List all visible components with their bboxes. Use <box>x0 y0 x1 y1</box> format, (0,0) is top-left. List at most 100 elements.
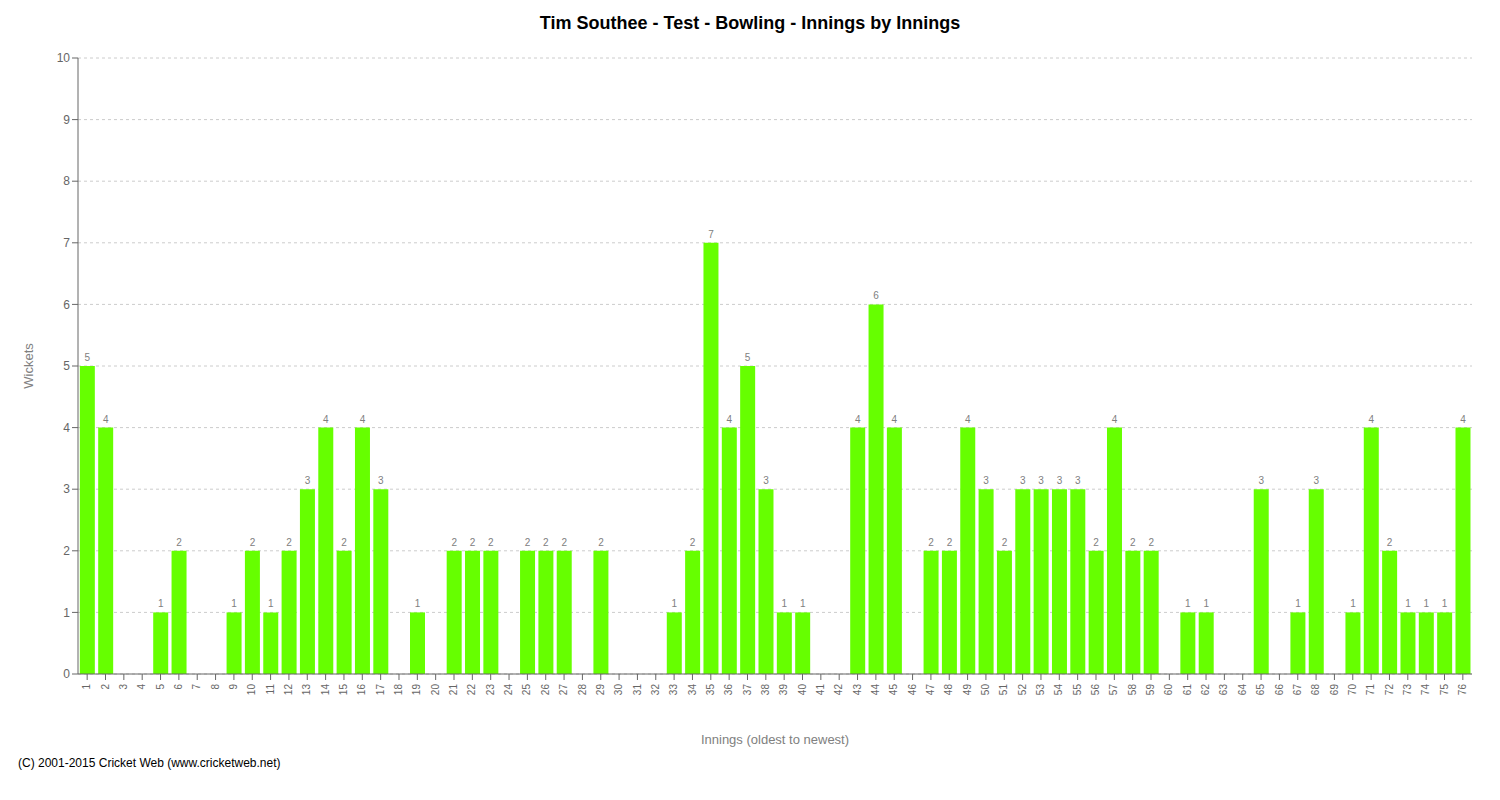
svg-text:4: 4 <box>1460 414 1466 425</box>
svg-text:72: 72 <box>1384 684 1395 696</box>
svg-text:3: 3 <box>1057 475 1063 486</box>
svg-text:23: 23 <box>485 684 496 696</box>
svg-text:3: 3 <box>1038 475 1044 486</box>
svg-text:57: 57 <box>1108 684 1119 696</box>
svg-text:2: 2 <box>176 537 182 548</box>
svg-text:1: 1 <box>1295 598 1301 609</box>
svg-text:16: 16 <box>356 684 367 696</box>
svg-text:3: 3 <box>1313 475 1319 486</box>
svg-text:3: 3 <box>983 475 989 486</box>
svg-text:64: 64 <box>1237 684 1248 696</box>
svg-text:1: 1 <box>231 598 237 609</box>
svg-text:74: 74 <box>1420 684 1431 696</box>
svg-text:36: 36 <box>723 684 734 696</box>
svg-text:1: 1 <box>1442 598 1448 609</box>
svg-text:4: 4 <box>103 414 109 425</box>
svg-text:Innings (oldest to newest): Innings (oldest to newest) <box>701 732 849 747</box>
svg-text:4: 4 <box>136 684 147 690</box>
svg-text:4: 4 <box>855 414 861 425</box>
svg-text:3: 3 <box>378 475 384 486</box>
svg-text:2: 2 <box>598 537 604 548</box>
svg-text:2: 2 <box>470 537 476 548</box>
svg-text:1: 1 <box>1424 598 1430 609</box>
svg-text:2: 2 <box>690 537 696 548</box>
svg-text:54: 54 <box>1053 684 1064 696</box>
svg-text:10: 10 <box>57 51 71 65</box>
svg-text:9: 9 <box>228 684 239 690</box>
svg-text:6: 6 <box>63 298 70 312</box>
svg-text:1: 1 <box>800 598 806 609</box>
svg-text:3: 3 <box>305 475 311 486</box>
svg-text:18: 18 <box>393 684 404 696</box>
svg-text:24: 24 <box>503 684 514 696</box>
svg-text:3: 3 <box>1258 475 1264 486</box>
svg-text:2: 2 <box>1387 537 1393 548</box>
svg-text:50: 50 <box>980 684 991 696</box>
svg-text:4: 4 <box>965 414 971 425</box>
svg-text:3: 3 <box>763 475 769 486</box>
svg-text:4: 4 <box>360 414 366 425</box>
svg-text:45: 45 <box>888 684 899 696</box>
svg-text:70: 70 <box>1347 684 1358 696</box>
svg-text:4: 4 <box>892 414 898 425</box>
svg-text:47: 47 <box>925 684 936 696</box>
svg-text:38: 38 <box>760 684 771 696</box>
svg-text:60: 60 <box>1163 684 1174 696</box>
svg-text:21: 21 <box>448 684 459 696</box>
svg-text:1: 1 <box>1203 598 1209 609</box>
svg-text:4: 4 <box>1112 414 1118 425</box>
svg-text:2: 2 <box>1148 537 1154 548</box>
svg-text:55: 55 <box>1072 684 1083 696</box>
svg-text:2: 2 <box>525 537 531 548</box>
svg-text:2: 2 <box>561 537 567 548</box>
svg-text:2: 2 <box>250 537 256 548</box>
svg-text:2: 2 <box>341 537 347 548</box>
svg-text:2: 2 <box>488 537 494 548</box>
svg-text:71: 71 <box>1365 684 1376 696</box>
svg-text:5: 5 <box>155 684 166 690</box>
svg-text:61: 61 <box>1182 684 1193 696</box>
svg-text:62: 62 <box>1200 684 1211 696</box>
svg-text:10: 10 <box>246 684 257 696</box>
svg-text:32: 32 <box>650 684 661 696</box>
svg-text:43: 43 <box>852 684 863 696</box>
svg-text:6: 6 <box>873 290 879 301</box>
svg-text:26: 26 <box>540 684 551 696</box>
svg-text:13: 13 <box>301 684 312 696</box>
svg-text:5: 5 <box>63 359 70 373</box>
svg-text:1: 1 <box>672 598 678 609</box>
svg-text:2: 2 <box>100 684 111 690</box>
svg-text:7: 7 <box>63 236 70 250</box>
svg-text:37: 37 <box>742 684 753 696</box>
svg-text:14: 14 <box>320 684 331 696</box>
svg-text:30: 30 <box>613 684 624 696</box>
svg-text:51: 51 <box>998 684 1009 696</box>
svg-text:6: 6 <box>173 684 184 690</box>
svg-text:2: 2 <box>928 537 934 548</box>
svg-text:44: 44 <box>870 684 881 696</box>
svg-text:2: 2 <box>286 537 292 548</box>
svg-text:31: 31 <box>632 684 643 696</box>
svg-text:75: 75 <box>1439 684 1450 696</box>
svg-text:68: 68 <box>1310 684 1321 696</box>
svg-text:29: 29 <box>595 684 606 696</box>
svg-text:3: 3 <box>1075 475 1081 486</box>
svg-text:12: 12 <box>283 684 294 696</box>
svg-text:2: 2 <box>543 537 549 548</box>
svg-text:27: 27 <box>558 684 569 696</box>
svg-text:1: 1 <box>63 606 70 620</box>
svg-text:4: 4 <box>63 421 70 435</box>
svg-text:2: 2 <box>1002 537 1008 548</box>
svg-text:49: 49 <box>962 684 973 696</box>
svg-text:66: 66 <box>1274 684 1285 696</box>
svg-text:2: 2 <box>1130 537 1136 548</box>
svg-text:Wickets: Wickets <box>21 343 36 389</box>
svg-text:42: 42 <box>833 684 844 696</box>
svg-text:5: 5 <box>745 352 751 363</box>
svg-text:56: 56 <box>1090 684 1101 696</box>
svg-text:8: 8 <box>210 684 221 690</box>
svg-text:34: 34 <box>687 684 698 696</box>
svg-text:3: 3 <box>118 684 129 690</box>
svg-text:7: 7 <box>191 684 202 690</box>
svg-text:52: 52 <box>1017 684 1028 696</box>
